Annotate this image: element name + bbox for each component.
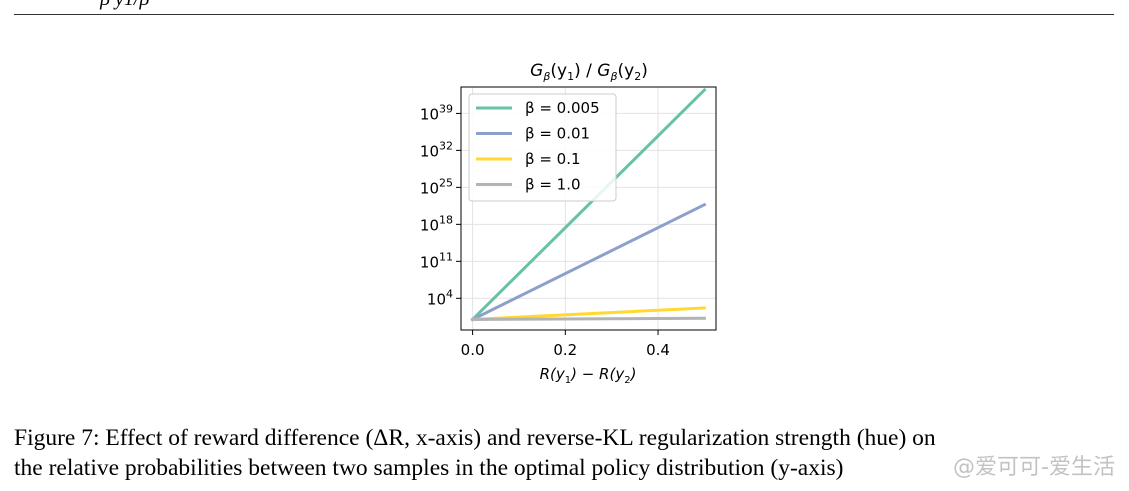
legend-box (468, 93, 617, 202)
y-axis-ticks: 104 1011 1018 1025 1032 1039 (420, 102, 461, 308)
legend-label: β = 0.005 (525, 99, 600, 117)
plot-area-frame (460, 86, 717, 331)
page-header-fragment: β y1/β (100, 0, 149, 11)
series-line (470, 202, 707, 322)
series-line (471, 316, 706, 321)
figure-caption: Figure 7: Effect of reward difference (Δ… (14, 423, 1118, 483)
caption-line-1: Figure 7: Effect of reward difference (Δ… (14, 425, 936, 451)
x-tick-label: 0.2 (553, 341, 577, 359)
page-top-rule (14, 14, 1114, 15)
y-tick-label: 104 (427, 287, 453, 308)
y-tick-label: 1018 (420, 213, 453, 234)
legend-label: β = 0.01 (525, 125, 590, 143)
y-tick-label: 1039 (420, 102, 453, 123)
legend-label: β = 0.1 (525, 150, 581, 168)
y-tick-label: 1011 (420, 250, 453, 271)
watermark-text: @爱可可-爱生活 (953, 455, 1115, 480)
x-axis-label: R(y1) − R(y2) (540, 365, 637, 386)
y-tick-label: 1032 (420, 139, 453, 160)
legend-items: β = 0.005 β = 0.01 β = 0.1 β = 1.0 (476, 99, 600, 194)
series-lines (470, 87, 707, 322)
y-tick-label: 1025 (420, 176, 453, 197)
series-line (471, 306, 706, 322)
caption-line-2: the relative probabilities between two s… (14, 455, 844, 481)
series-line (470, 87, 707, 322)
chart-title: Gβ(y1) / Gβ(y2) (530, 61, 648, 83)
x-tick-label: 0.0 (461, 341, 485, 359)
chart: Gβ(y1) / Gβ(y2) 0.0 0.2 0.4 104 1011 1018 102… (420, 61, 717, 386)
x-axis-ticks: 0.0 0.2 0.4 (461, 330, 670, 359)
x-tick-label: 0.4 (646, 341, 670, 359)
legend-label: β = 1.0 (525, 176, 581, 194)
legend: β = 0.005 β = 0.01 β = 0.1 β = 1.0 (468, 93, 617, 202)
